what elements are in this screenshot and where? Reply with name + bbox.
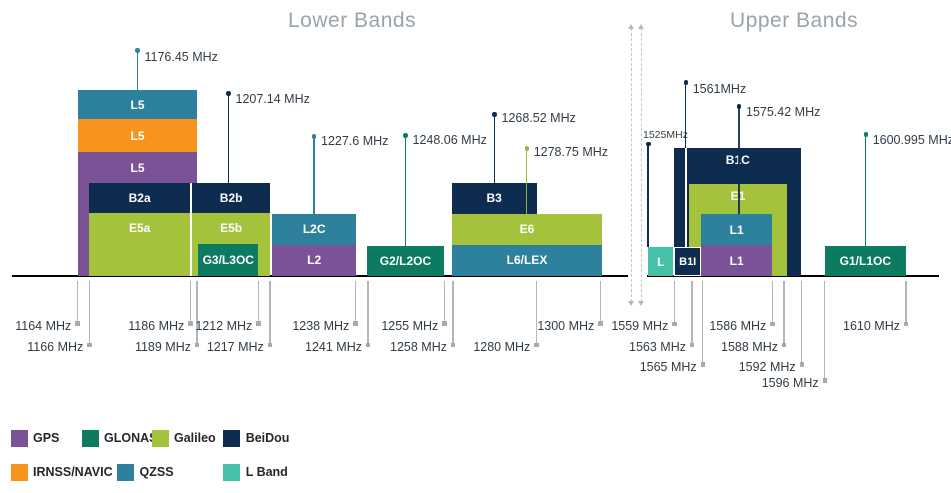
legend-label-glonass: GLONASS	[104, 431, 166, 445]
legend-swatch-qzss	[117, 463, 135, 481]
lower-bands-title: Lower Bands	[288, 9, 417, 32]
legend-label-irnss: IRNSS/NAVIC	[33, 465, 113, 480]
band-block-glonass-g1-l1oc: G1/L1OC	[824, 246, 906, 277]
axis-break-arrow-icon	[638, 301, 645, 306]
band-block-beidou-b2b: B2b	[191, 183, 271, 214]
band-block-glonass-g2-l2oc: G2/L2OC	[366, 245, 445, 277]
column-divider	[190, 183, 192, 277]
axis-break-arrow-icon	[638, 24, 645, 29]
axis-break-arrow-icon	[627, 301, 634, 306]
band-block-qzss-l1: L1	[701, 214, 773, 245]
axis-break-dash-right	[641, 28, 643, 302]
band-block-gps-l2: L2	[272, 244, 357, 277]
legend-label-qzss: QZSS	[139, 465, 174, 480]
band-block-galileo-e5a: E5a	[89, 213, 191, 277]
band-block-lband-l: L	[648, 247, 674, 277]
legend-label-lband: L Band	[245, 465, 288, 480]
band-block-irnss-l5: L5	[78, 119, 197, 152]
band-block-beidou-b2a: B2a	[89, 183, 191, 214]
legend-swatch-lband	[222, 463, 240, 481]
band-block-qzss-l5: L5	[78, 90, 197, 119]
legend-label-gps: GPS	[33, 431, 60, 445]
legend-swatch-gps	[10, 429, 28, 447]
band-block-galileo-e6: E6	[451, 213, 603, 245]
band-block-glonass-g3-l3oc: G3/L3OC	[198, 244, 259, 277]
legend-label-beidou: BeiDou	[245, 431, 290, 445]
band-block-beidou-b3: B3	[451, 183, 537, 214]
band-block-gps-l1: L1	[701, 245, 773, 277]
band-block-qzss-l6-lex: L6/LEX	[451, 244, 603, 277]
legend-swatch-beidou	[222, 429, 240, 447]
upper-bands-title: Upper Bands	[730, 9, 859, 32]
legend-swatch-galileo	[151, 429, 169, 447]
legend-swatch-glonass	[81, 429, 99, 447]
axis-break-arrow-icon	[627, 24, 634, 29]
band-block-beidou-b1i: B1I	[674, 247, 702, 277]
axis-break-dash-left	[630, 28, 632, 302]
band-block-qzss-l2c: L2C	[272, 213, 357, 245]
pin-line-1561-inner	[685, 148, 687, 248]
legend-swatch-irnss	[10, 463, 28, 481]
legend-label-galileo: Galileo	[174, 431, 216, 445]
